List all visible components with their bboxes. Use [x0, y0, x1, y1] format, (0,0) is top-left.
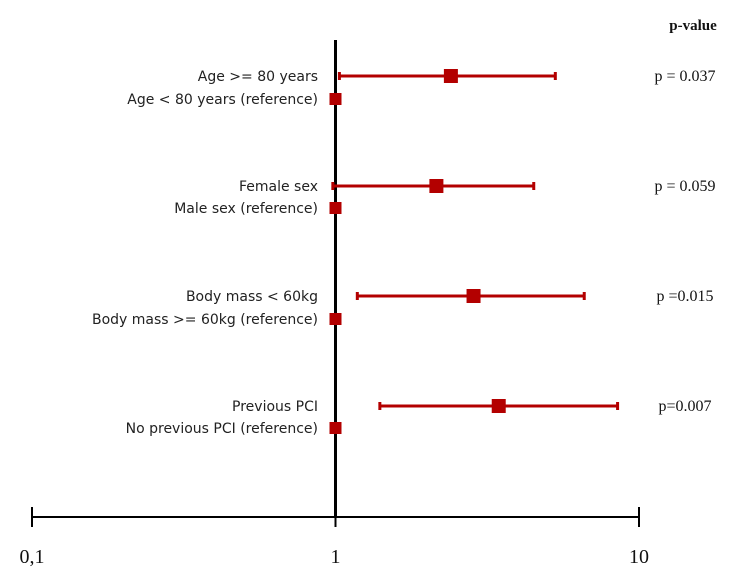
reference-marker-7 — [329, 422, 342, 434]
x-tick-label-2: 10 — [629, 546, 649, 568]
row-label-2: Female sex — [239, 179, 318, 195]
p-value-6: p=0.007 — [658, 398, 711, 415]
row-label-0: Age >= 80 years — [198, 69, 318, 85]
estimate-marker-2 — [429, 179, 444, 193]
row-label-3: Male sex (reference) — [174, 201, 318, 217]
row-label-1: Age < 80 years (reference) — [127, 92, 318, 108]
reference-marker-1 — [329, 93, 342, 105]
row-label-5: Body mass >= 60kg (reference) — [92, 312, 318, 328]
pvalue-header: p-value — [669, 18, 717, 34]
p-value-2: p = 0.059 — [654, 178, 715, 195]
row-label-4: Body mass < 60kg — [186, 289, 318, 305]
p-value-0: p = 0.037 — [654, 68, 715, 85]
row-label-6: Previous PCI — [232, 399, 318, 415]
row-label-7: No previous PCI (reference) — [126, 421, 318, 437]
labels-layer: Age >= 80 years p = 0.037 Age < 80 years (… — [92, 68, 716, 437]
x-tick-label-0: 0,1 — [20, 546, 45, 568]
x-tick-label-1: 1 — [331, 546, 341, 568]
estimate-marker-0 — [443, 69, 458, 83]
estimate-marker-4 — [466, 289, 481, 303]
reference-marker-5 — [329, 313, 342, 325]
reference-marker-3 — [329, 202, 342, 214]
axis-layer: 0,1 1 10 — [20, 40, 649, 568]
estimate-marker-6 — [491, 399, 506, 413]
p-value-4: p =0.015 — [656, 288, 713, 305]
marks-layer — [329, 69, 620, 434]
